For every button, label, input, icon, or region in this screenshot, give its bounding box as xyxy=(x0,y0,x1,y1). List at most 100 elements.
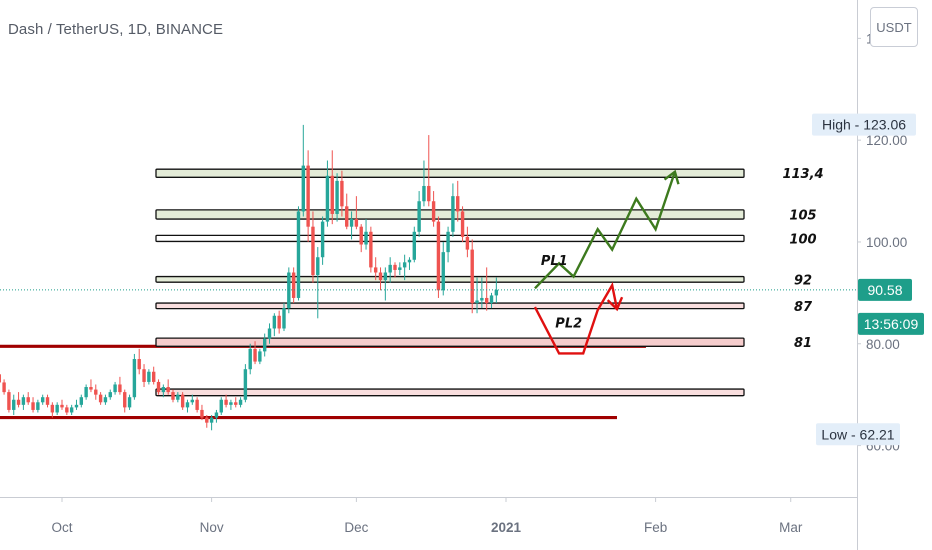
candle-body xyxy=(147,371,151,382)
candle-body xyxy=(238,399,243,405)
candle-body xyxy=(335,180,339,214)
zone-value-label: 113,4 xyxy=(782,167,823,182)
candle-body xyxy=(69,407,74,413)
candle-body xyxy=(219,399,223,413)
candle-body xyxy=(200,409,204,418)
candle-body xyxy=(272,315,277,329)
zone-rect xyxy=(155,234,745,243)
candle-body xyxy=(402,262,407,268)
candle-body xyxy=(26,397,30,403)
zone-value-label: 92 xyxy=(794,273,812,288)
time-tick-label: Nov xyxy=(200,520,224,535)
candle-body xyxy=(301,165,305,212)
candle-body xyxy=(79,397,84,405)
chart-frame xyxy=(0,0,858,550)
candle-body xyxy=(316,257,320,276)
candle-body xyxy=(224,399,228,405)
candle-body xyxy=(176,394,180,400)
candle-body xyxy=(195,399,199,410)
candle-body xyxy=(417,201,421,232)
price-tick-label: 80.00 xyxy=(866,337,900,352)
current-price-tag-bg xyxy=(858,278,912,301)
candle-body xyxy=(460,211,465,237)
candle-body xyxy=(349,219,354,227)
projection-label: PL1 xyxy=(541,254,568,269)
time-tick-label: Dec xyxy=(344,520,368,535)
candle-body xyxy=(50,404,55,413)
candle-body xyxy=(427,185,431,202)
candle-body xyxy=(311,226,315,276)
candle-body xyxy=(161,387,166,393)
candle-body xyxy=(142,369,146,382)
candle-body xyxy=(127,397,132,408)
candle-body xyxy=(407,259,412,263)
projection-label: PL2 xyxy=(555,316,582,331)
zone-value-labels: 113,4 105 100 92 87 81 xyxy=(782,167,823,351)
candle-body xyxy=(0,374,1,383)
currency-button[interactable]: USDT xyxy=(870,7,918,47)
candle-body xyxy=(489,295,494,304)
candle-body xyxy=(151,371,156,382)
zone-value-label: 105 xyxy=(789,208,816,223)
candle-body xyxy=(94,389,98,395)
candle-body xyxy=(475,300,479,304)
projection-paths: PL1 PL2 xyxy=(533,169,680,355)
candle-body xyxy=(325,175,330,222)
countdown-tag-bg xyxy=(858,312,924,335)
candle-body xyxy=(55,404,59,413)
zone-rect xyxy=(155,275,745,283)
candle-body xyxy=(108,392,112,398)
candle-body xyxy=(373,267,378,273)
candle-body xyxy=(383,272,388,281)
candle-body xyxy=(441,252,445,291)
countdown-tag: 13:56:09 xyxy=(864,316,919,332)
candle-body xyxy=(243,369,248,400)
candle-body xyxy=(484,297,489,304)
low-price-tag: Low - 62.21 xyxy=(821,426,894,442)
candle-body xyxy=(98,394,103,403)
candle-body xyxy=(422,185,426,202)
zone-value-label: 81 xyxy=(794,336,812,351)
candle-body xyxy=(465,236,470,250)
time-tick-label: Feb xyxy=(644,520,667,535)
candle-body xyxy=(267,328,272,339)
high-price-tag-bg xyxy=(812,113,916,136)
time-tick-label: Mar xyxy=(779,520,803,535)
price-tick-label: 100.00 xyxy=(866,235,907,250)
candle-body xyxy=(253,348,257,362)
candle-body xyxy=(306,165,310,227)
candle-body xyxy=(398,267,402,270)
candle-body xyxy=(229,402,233,405)
candle-body xyxy=(456,196,460,212)
price-tags: High - 123.06 Low - 62.21 90.58 13:56:09 xyxy=(812,113,924,446)
current-price-tag: 90.58 xyxy=(867,282,902,298)
candle-body xyxy=(378,272,383,281)
candle-body xyxy=(393,264,397,270)
zone-rect xyxy=(155,337,745,347)
candle-body xyxy=(340,180,344,207)
time-tick-label: 2021 xyxy=(491,520,522,535)
candle-body xyxy=(436,221,441,291)
candle-body xyxy=(137,359,141,370)
candle-body xyxy=(166,387,170,393)
candle-body xyxy=(234,402,238,405)
candle-body xyxy=(388,264,392,273)
zone-value-label: 87 xyxy=(794,300,813,315)
zone-rect xyxy=(155,302,745,310)
candle-body xyxy=(209,417,214,423)
candle-body xyxy=(65,407,69,413)
candle-body xyxy=(180,394,185,408)
low-price-tag-bg xyxy=(816,423,900,446)
candle-body xyxy=(369,231,373,268)
candle-body xyxy=(156,381,161,393)
horizontal-zones xyxy=(155,168,745,397)
candle-body xyxy=(364,231,368,245)
time-axis[interactable]: Oct Nov Dec 2021 Feb Mar xyxy=(51,497,803,535)
candle-body xyxy=(494,289,499,296)
candle-body xyxy=(330,175,334,214)
candle-body xyxy=(282,308,286,329)
candle-body xyxy=(123,392,127,408)
candle-body xyxy=(359,226,363,245)
